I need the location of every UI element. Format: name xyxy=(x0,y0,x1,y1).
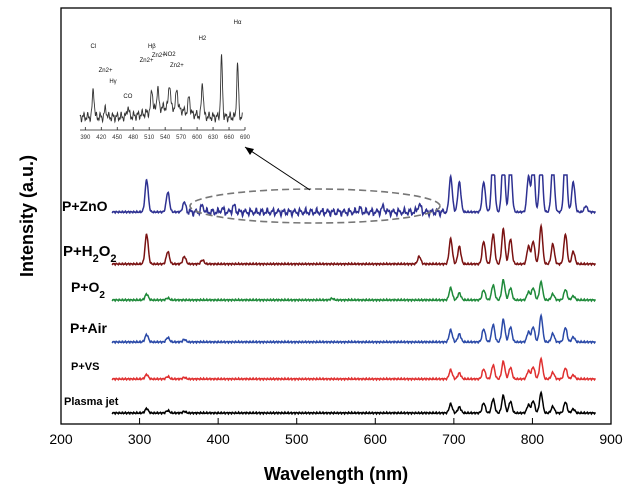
series-line-p-air xyxy=(111,312,596,345)
inset-annotation: NO2 xyxy=(163,52,176,58)
series-line-p-zno xyxy=(111,173,596,219)
zoom-arrow xyxy=(244,146,311,191)
series-label: P+VS xyxy=(71,361,99,373)
x-tick-label: 500 xyxy=(285,431,309,447)
series-label: Plasma jet xyxy=(64,396,119,408)
inset-tick-label: 600 xyxy=(192,135,203,141)
x-axis-title: Wavelength (nm) xyxy=(264,464,408,484)
zoom-arrowhead xyxy=(245,147,254,155)
inset-annotation: Zn2+ xyxy=(170,63,184,69)
inset-tick-label: 450 xyxy=(112,135,123,141)
series-label: P+O2 xyxy=(71,279,105,301)
inset-annotation: Zn2+ xyxy=(99,68,113,74)
x-tick-label: 600 xyxy=(364,431,388,447)
inset-tick-label: 480 xyxy=(128,135,139,141)
x-tick-label: 700 xyxy=(442,431,466,447)
inset-spectrum-line xyxy=(79,54,243,124)
inset-annotation: Hα xyxy=(234,20,242,26)
inset-annotation: Zn2+ xyxy=(152,53,166,59)
inset-tick-label: 510 xyxy=(144,135,155,141)
inset-annotation: Hγ xyxy=(109,79,116,85)
x-tick-label: 400 xyxy=(206,431,230,447)
series-label: P+Air xyxy=(70,320,108,336)
series-line-p-h2o2 xyxy=(111,222,596,267)
series-label: P+ZnO xyxy=(62,198,108,214)
inset-tick-label: 420 xyxy=(96,135,107,141)
zoom-region-ellipse xyxy=(189,188,441,224)
inset-tick-label: 570 xyxy=(176,135,187,141)
inset-tick-label: 630 xyxy=(208,135,219,141)
x-axis-ticks: 200 300 400 500 600 700 800 900 xyxy=(49,418,623,447)
series-layer xyxy=(111,173,596,416)
inset-tick-label: 690 xyxy=(240,135,251,141)
y-axis-title: Intensity (a.u.) xyxy=(17,155,37,277)
x-tick-label: 800 xyxy=(521,431,545,447)
inset-spectrum: 390 420 450 480 510 540 570 600 630 660 690 Cl Zn2+ H… xyxy=(79,20,251,141)
inset-tick-label: 390 xyxy=(80,135,91,141)
inset-annotation: Hβ xyxy=(148,44,156,50)
inset-annotation: H2 xyxy=(199,36,207,42)
x-tick-label: 900 xyxy=(599,431,623,447)
x-tick-label: 200 xyxy=(49,431,73,447)
series-labels: Plasma jet P+VS P+Air P+O2 P+H2O2 P+ZnO xyxy=(62,198,119,408)
series-line-p-vs xyxy=(111,356,596,382)
inset-tick-label: 660 xyxy=(224,135,235,141)
series-line-p-o2 xyxy=(111,278,596,303)
inset-annotation: Zn2+ xyxy=(140,58,154,64)
plot-frame xyxy=(60,7,612,425)
inset-tick-label: 540 xyxy=(160,135,171,141)
series-label: P+H2O2 xyxy=(63,243,117,265)
series-line-plasma-jet xyxy=(111,390,596,416)
x-tick-label: 300 xyxy=(128,431,152,447)
inset-annotation: CO xyxy=(123,94,132,100)
inset-annotation: Cl xyxy=(90,44,96,50)
